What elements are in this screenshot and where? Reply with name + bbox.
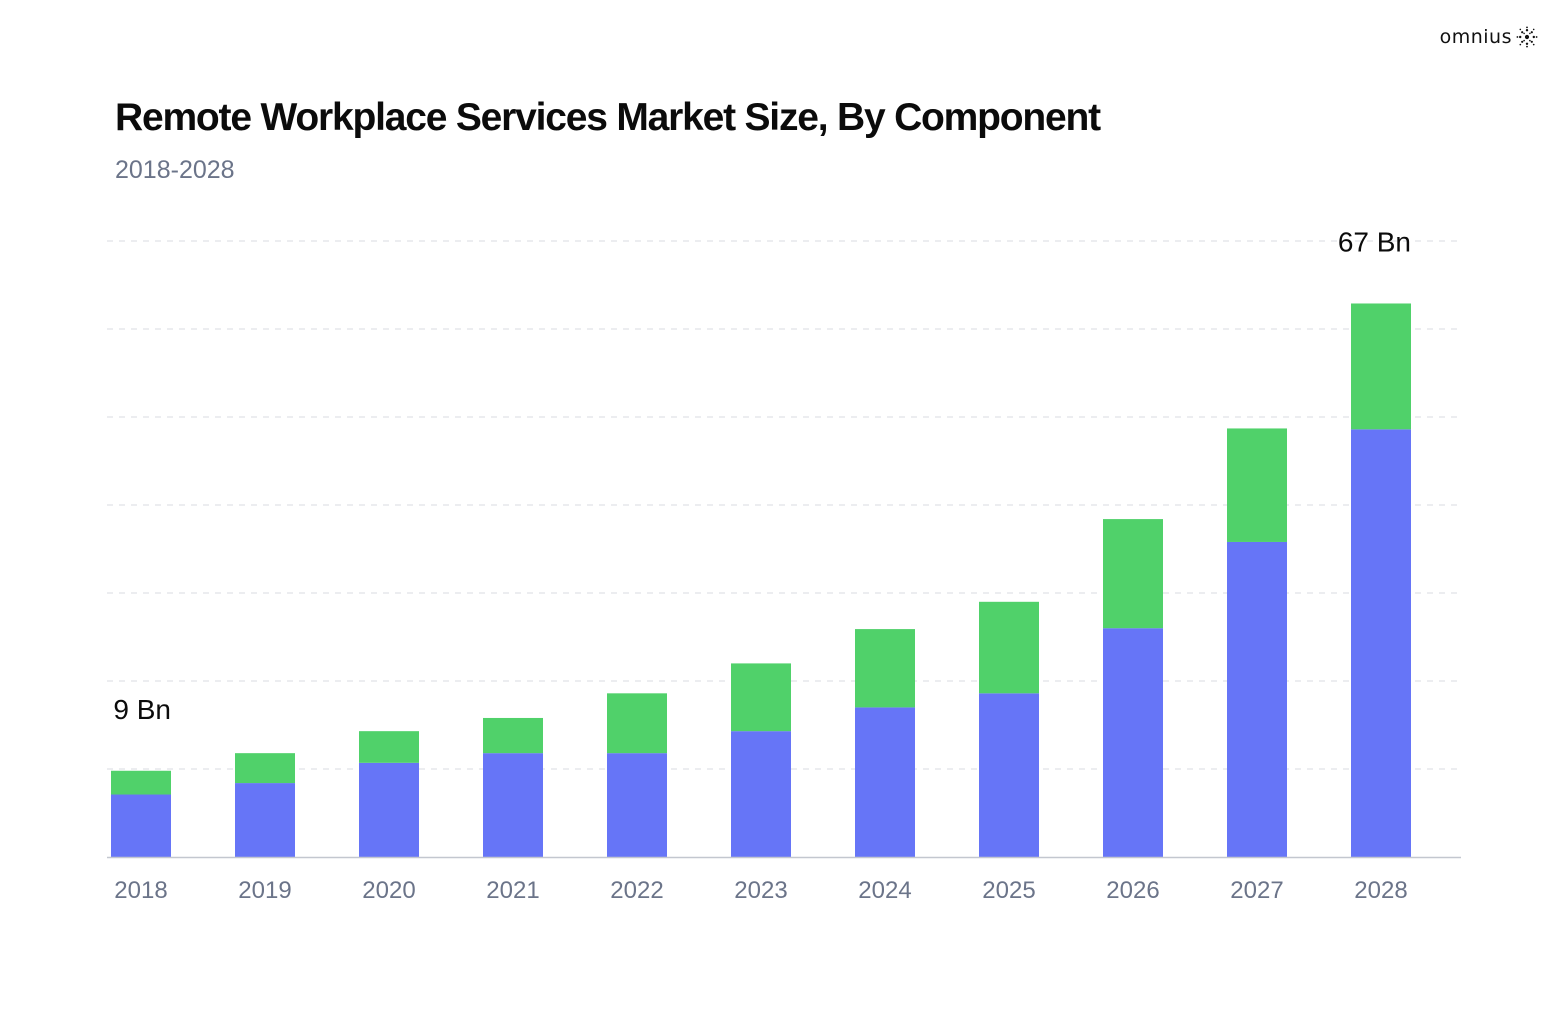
bar-segment-primary — [855, 707, 915, 857]
bar-segment-primary — [359, 762, 419, 857]
bar-segment-secondary — [1227, 428, 1287, 542]
bar-segment-primary — [979, 693, 1039, 857]
x-tick-label: 2018 — [114, 877, 167, 904]
bar-segment-secondary — [483, 717, 543, 754]
chart-title: Remote Workplace Services Market Size, B… — [115, 96, 1101, 139]
bar-segment-secondary — [979, 601, 1039, 694]
x-tick-label: 2020 — [362, 877, 415, 904]
brand-name: omnius — [1439, 26, 1512, 48]
x-tick-label: 2027 — [1230, 877, 1283, 904]
bar-segment-secondary — [1103, 519, 1163, 629]
bar-segment-primary — [731, 731, 791, 857]
bar-segment-primary — [1103, 628, 1163, 857]
brand-logo: omnius — [1440, 26, 1538, 48]
bar-segment-secondary — [235, 753, 295, 784]
bar-segment-primary — [607, 753, 667, 857]
x-tick-label: 2023 — [734, 877, 787, 904]
bar-segment-secondary — [855, 629, 915, 708]
bar-segment-secondary — [1351, 303, 1411, 430]
data-label: 9 Bn — [113, 694, 171, 725]
chart-subtitle: 2018-2028 — [115, 156, 235, 184]
x-tick-label: 2028 — [1354, 877, 1407, 904]
x-tick-label: 2026 — [1106, 877, 1159, 904]
bar-segment-primary — [1227, 541, 1287, 857]
x-tick-label: 2021 — [486, 877, 539, 904]
bar-segment-primary — [111, 794, 171, 857]
x-tick-label: 2022 — [610, 877, 663, 904]
starburst-logo-icon — [1516, 26, 1538, 48]
bar-segment-primary — [235, 783, 295, 857]
x-tick-label: 2024 — [858, 877, 911, 904]
bar-segment-secondary — [731, 663, 791, 732]
bar-segment-secondary — [607, 693, 667, 754]
bar-segment-primary — [1351, 429, 1411, 857]
data-label: 67 Bn — [1338, 226, 1411, 257]
bar-segment-primary — [483, 753, 543, 857]
x-tick-label: 2025 — [982, 877, 1035, 904]
bar-segment-secondary — [359, 731, 419, 763]
bar-segment-secondary — [111, 770, 171, 795]
x-tick-label: 2019 — [238, 877, 291, 904]
